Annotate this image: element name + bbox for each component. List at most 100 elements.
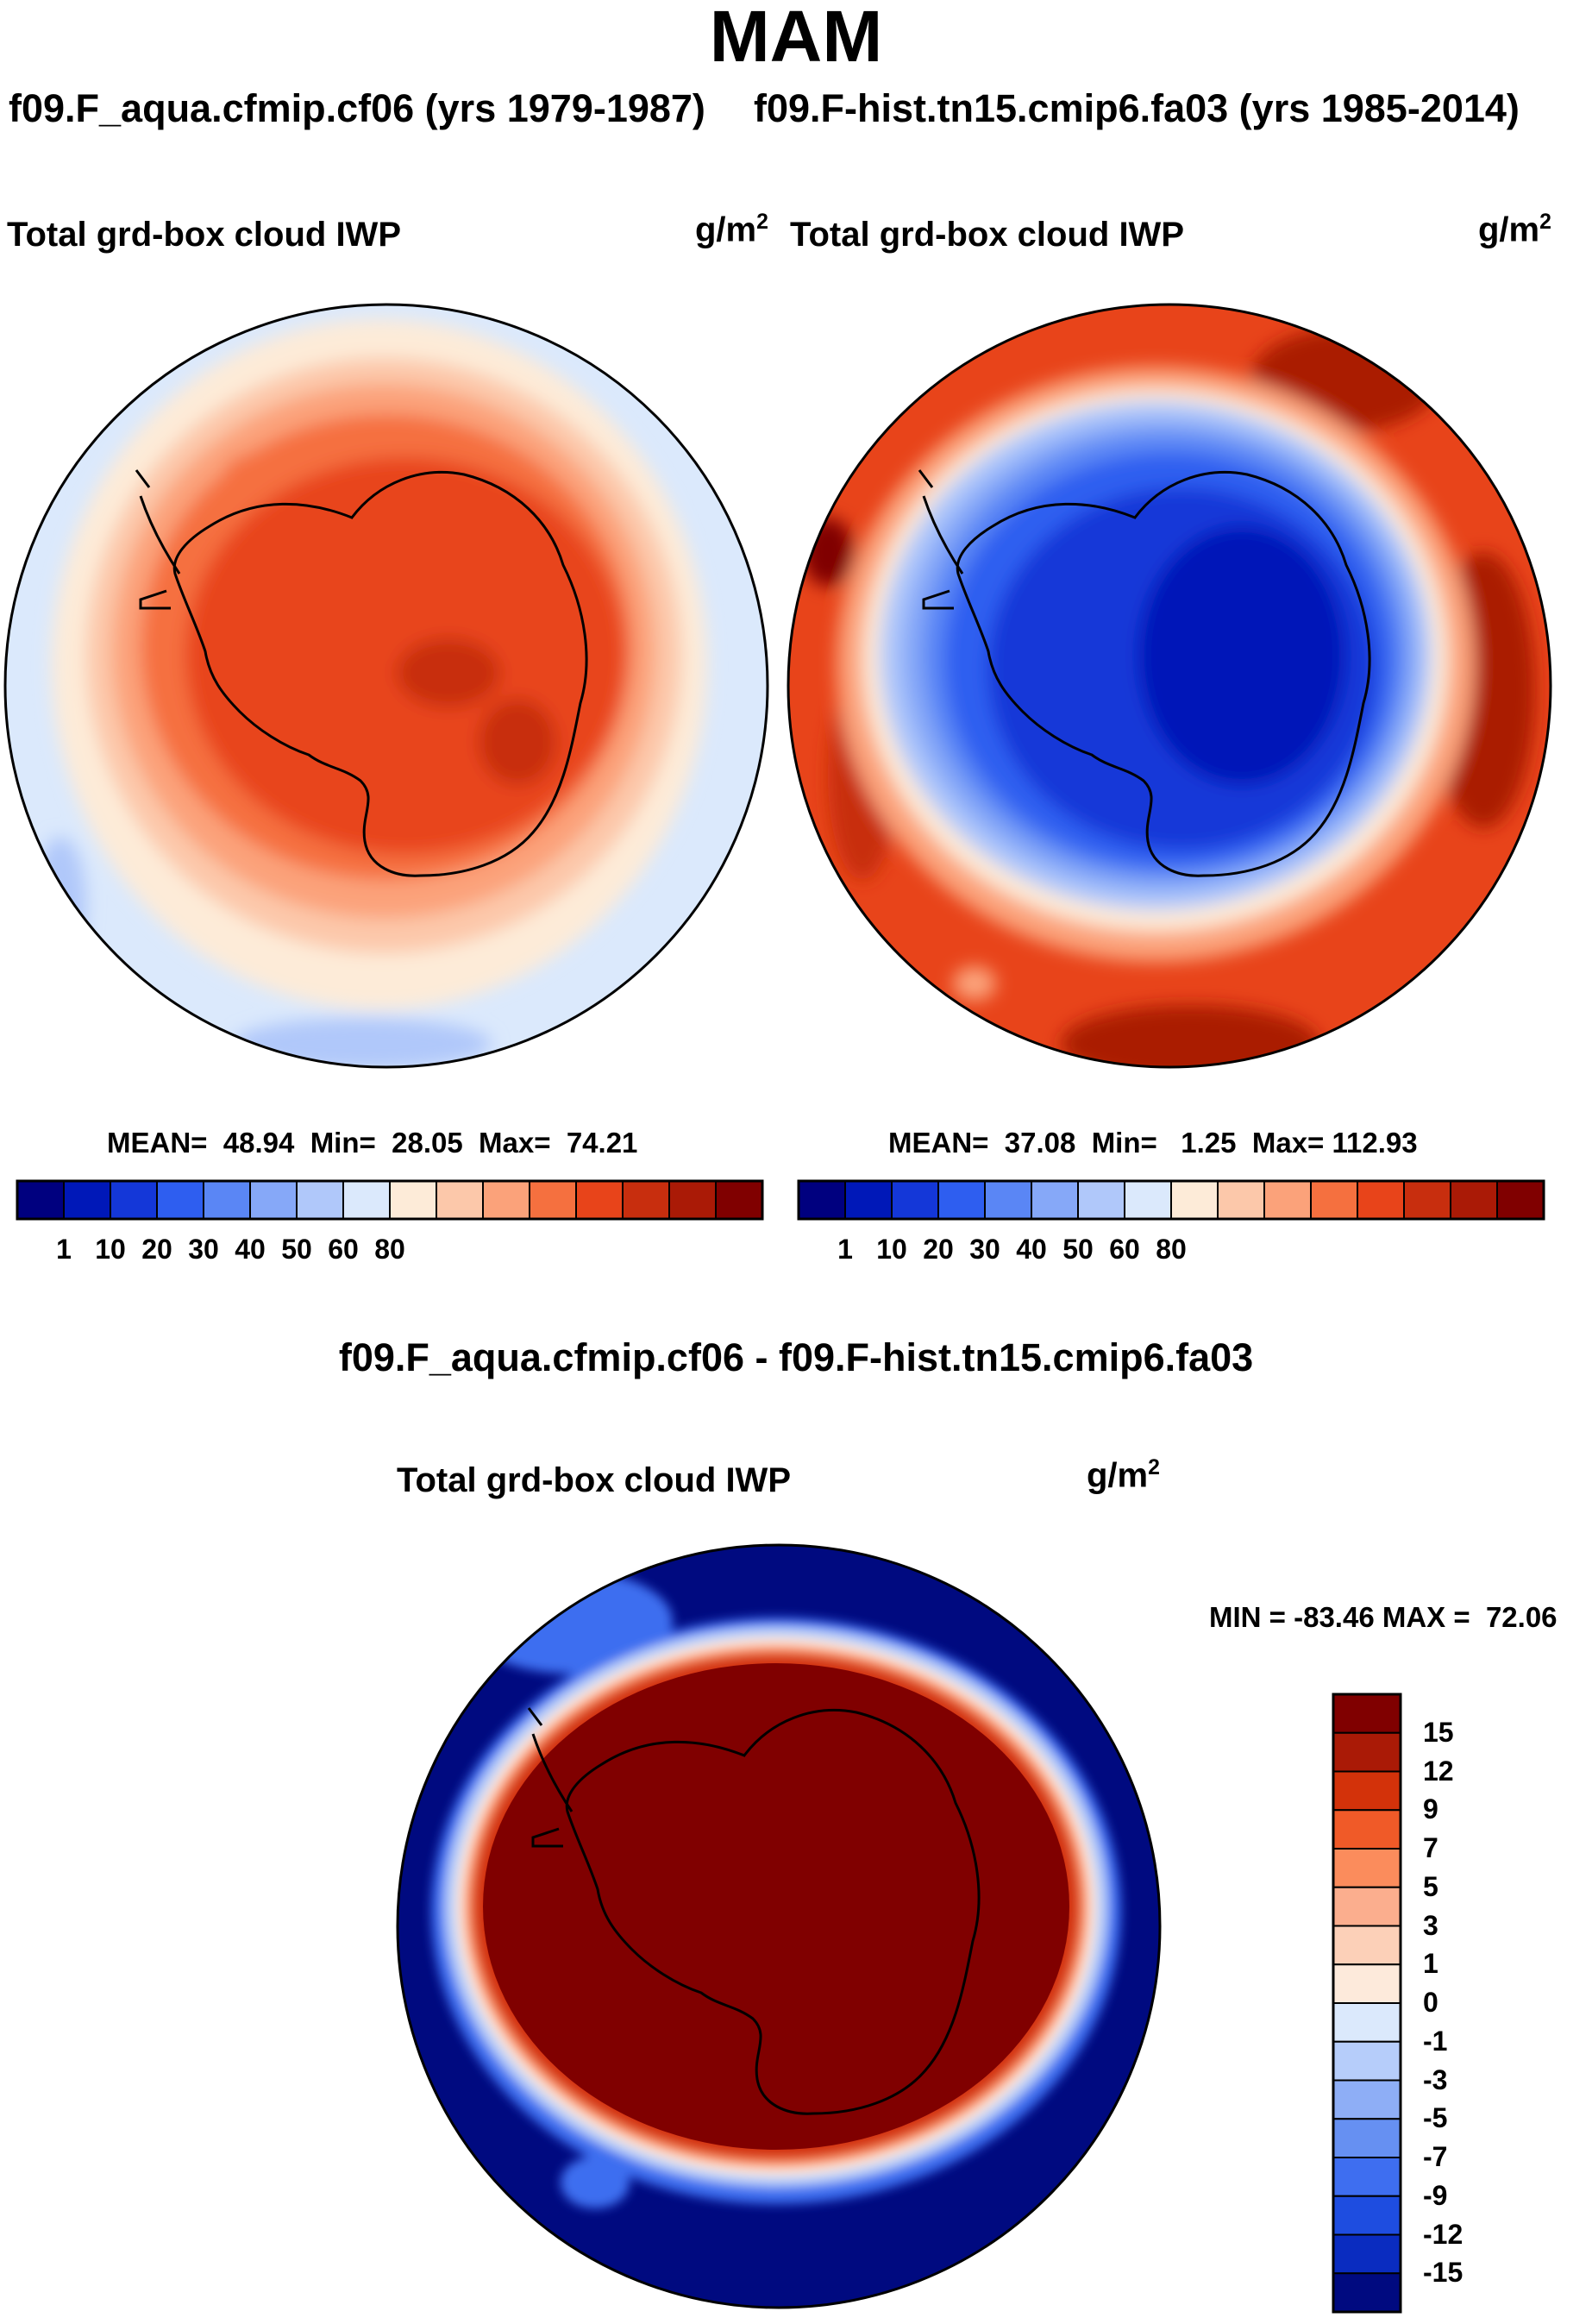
diff-colorbar-box: [1332, 2079, 1401, 2120]
right-variable-title: Total grd-box cloud IWP: [790, 216, 1184, 254]
left-colorbar-box: [715, 1180, 763, 1220]
diff-colorbar-tick-label: 5: [1423, 1870, 1438, 1902]
right-colorbar-box: [1031, 1180, 1079, 1220]
diff-colorbar-box: [1332, 2233, 1401, 2275]
right-colorbar-tick-label: 1: [837, 1234, 853, 1265]
left-colorbar-tick-label: 80: [374, 1234, 405, 1265]
left-stats: MEAN= 48.94 Min= 28.05 Max= 74.21: [107, 1127, 638, 1159]
diff-colorbar-tick-label: -1: [1423, 2025, 1448, 2057]
diff-colorbar-box: [1332, 1770, 1401, 1812]
diff-colorbar-outline: [1332, 1693, 1402, 2314]
right-colorbar-box: [1310, 1180, 1358, 1220]
diff-colorbar-box: [1332, 1886, 1401, 1927]
right-colorbar-box: [1450, 1180, 1498, 1220]
season-title: MAM: [709, 0, 883, 77]
left-colorbar-tick-label: 60: [328, 1234, 359, 1265]
diff-stats: MIN = -83.46 MAX = 72.06: [1209, 1601, 1558, 1633]
left-colorbar-box: [342, 1180, 391, 1220]
right-colorbar-box: [1170, 1180, 1219, 1220]
right-stats: MEAN= 37.08 Min= 1.25 Max= 112.93: [888, 1127, 1418, 1159]
left-colorbar-box: [156, 1180, 204, 1220]
left-units: g/m2: [695, 210, 768, 249]
diff-colorbar-tick-label: 9: [1423, 1793, 1438, 1825]
diff-colorbar-tick-label: 7: [1423, 1832, 1438, 1863]
left-colorbar-box: [529, 1180, 577, 1220]
left-colorbar-box: [203, 1180, 251, 1220]
left-colorbar-box: [622, 1180, 670, 1220]
right-colorbar-box: [1357, 1180, 1405, 1220]
diff-colorbar-tick-label: 1: [1423, 1948, 1438, 1980]
right-colorbar-box: [798, 1180, 846, 1220]
right-colorbar-outline: [797, 1179, 1545, 1221]
diff-colorbar-box: [1332, 2272, 1401, 2313]
right-colorbar-tick-label: 20: [923, 1234, 954, 1265]
left-colorbar-box: [249, 1180, 298, 1220]
diff-colorbar-box: [1332, 1809, 1401, 1850]
diff-colorbar-tick-label: 15: [1423, 1716, 1454, 1748]
right-case-title: f09.F-hist.tn15.cmip6.fa03 (yrs 1985-201…: [754, 86, 1520, 130]
diff-colorbar-tick-label: -15: [1423, 2257, 1464, 2289]
diff-colorbar-box: [1332, 1963, 1401, 2004]
diff-units: g/m2: [1087, 1456, 1160, 1495]
diff-colorbar-box: [1332, 1848, 1401, 1888]
right-colorbar-tick-label: 30: [969, 1234, 1000, 1265]
right-colorbar-tick-label: 40: [1016, 1234, 1047, 1265]
left-colorbar-box: [110, 1180, 158, 1220]
left-colorbar-tick-label: 10: [95, 1234, 126, 1265]
right-map: [787, 303, 1552, 1069]
diff-colorbar-tick-label: -7: [1423, 2141, 1448, 2172]
diff-colorbar-box: [1332, 2040, 1401, 2082]
left-colorbar-box: [668, 1180, 717, 1220]
diff-colorbar-box: [1332, 1731, 1401, 1773]
left-map: [3, 303, 769, 1069]
left-case-title: f09.F_aqua.cfmip.cf06 (yrs 1979-1987): [9, 86, 705, 130]
right-colorbar-box: [1124, 1180, 1172, 1220]
right-colorbar-tick-label: 60: [1109, 1234, 1140, 1265]
diff-colorbar-tick-label: 0: [1423, 1987, 1438, 2018]
left-colorbar-box: [63, 1180, 111, 1220]
diff-colorbar-box: [1332, 2195, 1401, 2236]
diff-colorbar: [1332, 1693, 1402, 2314]
diff-colorbar-box: [1332, 1693, 1401, 1734]
left-colorbar-box: [296, 1180, 344, 1220]
right-colorbar-box: [1077, 1180, 1125, 1220]
left-variable-title: Total grd-box cloud IWP: [7, 216, 401, 254]
right-colorbar-tick-label: 50: [1062, 1234, 1094, 1265]
diff-map: [396, 1543, 1162, 2309]
diff-colorbar-tick-label: -3: [1423, 2063, 1448, 2095]
right-colorbar-box: [1403, 1180, 1451, 1220]
left-colorbar-box: [389, 1180, 437, 1220]
right-colorbar-box: [844, 1180, 893, 1220]
left-colorbar-box: [436, 1180, 484, 1220]
diff-colorbar-tick-label: 3: [1423, 1909, 1438, 1941]
left-colorbar-box: [16, 1180, 65, 1220]
left-colorbar-tick-label: 40: [235, 1234, 266, 1265]
right-colorbar-box: [984, 1180, 1032, 1220]
right-colorbar-box: [1217, 1180, 1265, 1220]
diff-colorbar-box: [1332, 2002, 1401, 2043]
right-colorbar-box: [937, 1180, 986, 1220]
diff-colorbar-tick-label: -9: [1423, 2179, 1448, 2211]
right-colorbar-box: [1496, 1180, 1545, 1220]
left-colorbar-tick-label: 50: [281, 1234, 312, 1265]
diff-variable-title: Total grd-box cloud IWP: [397, 1461, 791, 1499]
diff-title: f09.F_aqua.cfmip.cf06 - f09.F-hist.tn15.…: [338, 1335, 1254, 1379]
diff-colorbar-tick-label: -5: [1423, 2102, 1448, 2134]
right-colorbar-box: [891, 1180, 939, 1220]
diff-colorbar-box: [1332, 2157, 1401, 2197]
diff-colorbar-tick-label: 12: [1423, 1755, 1454, 1787]
left-colorbar-box: [482, 1180, 530, 1220]
diff-colorbar-box: [1332, 2118, 1401, 2158]
left-colorbar-tick-label: 30: [188, 1234, 219, 1265]
left-colorbar-tick-label: 1: [56, 1234, 72, 1265]
left-colorbar-tick-label: 20: [141, 1234, 172, 1265]
right-colorbar-tick-label: 10: [876, 1234, 907, 1265]
right-colorbar-box: [1263, 1180, 1312, 1220]
left-colorbar: [16, 1179, 764, 1221]
diff-colorbar-box: [1332, 1925, 1401, 1966]
left-colorbar-outline: [16, 1179, 764, 1221]
right-colorbar: [797, 1179, 1545, 1221]
left-colorbar-box: [575, 1180, 624, 1220]
diff-colorbar-tick-label: -12: [1423, 2218, 1464, 2250]
